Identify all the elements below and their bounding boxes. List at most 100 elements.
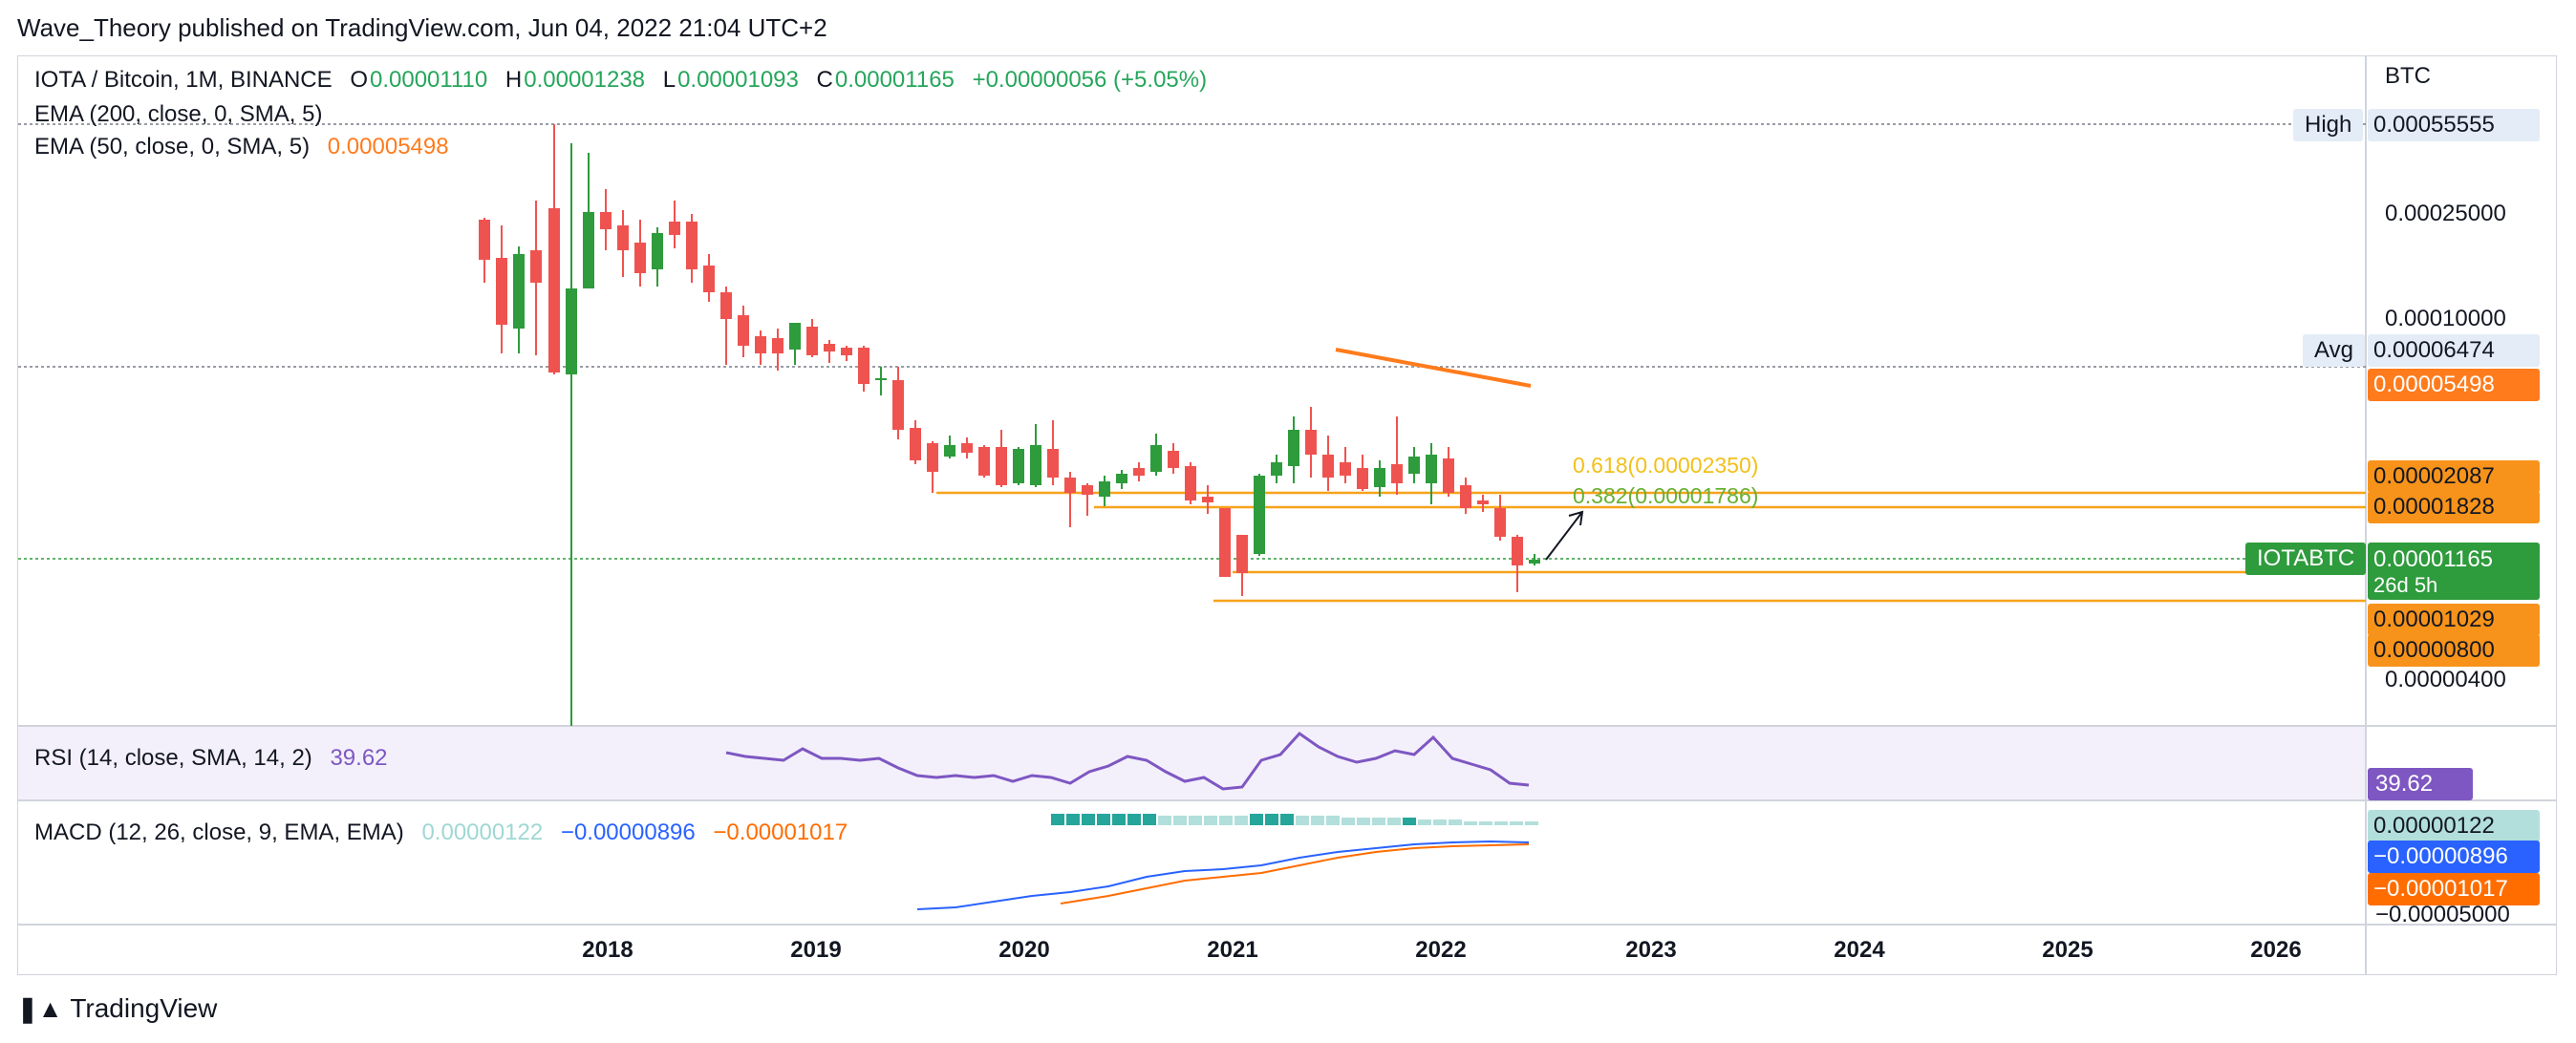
candle-body	[1426, 455, 1437, 483]
macd-tag: −0.00000896	[2368, 841, 2540, 873]
macd-histogram-bar	[1097, 814, 1110, 825]
high-value: 0.00001238	[524, 67, 646, 93]
rsi-legend[interactable]: RSI (14, close, SMA, 14, 2) 39.62	[34, 745, 390, 772]
fib-382-label[interactable]: 0.382(0.00001786)	[1573, 483, 1759, 508]
candle-body	[738, 315, 749, 346]
rsi-line	[725, 732, 1530, 791]
tradingview-logo[interactable]: ❚▲ TradingView	[17, 993, 217, 1024]
high-label: H	[504, 67, 523, 93]
level-3-tag: 0.00001029	[2368, 604, 2540, 636]
candle-body	[1271, 462, 1282, 476]
candle-body	[583, 212, 594, 288]
rsi-pane-background	[18, 726, 2365, 800]
macd-histogram-bar	[1066, 814, 1080, 825]
price-tick-2: 0.00010000	[2385, 306, 2506, 331]
close-label: C	[816, 67, 833, 93]
tradingview-logo-icon: ❚▲	[17, 994, 63, 1023]
macd-histogram-bar	[1219, 816, 1233, 825]
candle-body	[617, 225, 629, 250]
candle-body	[806, 327, 818, 355]
rsi-series	[725, 732, 1530, 791]
macd-histogram-bar	[1189, 816, 1202, 825]
macd-histogram-bar	[1234, 816, 1248, 825]
candle-body	[996, 447, 1007, 485]
fib-618-label[interactable]: 0.618(0.00002350)	[1573, 453, 1759, 478]
candle-body	[961, 443, 973, 453]
ema50-label: EMA (50, close, 0, SMA, 5)	[34, 134, 311, 160]
ema200-legend[interactable]: EMA (200, close, 0, SMA, 5)	[34, 101, 324, 128]
candle-body	[1494, 508, 1506, 537]
candle-body	[1030, 445, 1041, 485]
macd-histogram-bar	[1464, 821, 1477, 825]
ema200-label: EMA (200, close, 0, SMA, 5)	[34, 101, 323, 127]
time-tick-2024: 2024	[1834, 937, 1885, 963]
macd-hist-value: 0.00000122	[421, 820, 544, 845]
candle-body	[1391, 464, 1403, 483]
candle-body	[944, 445, 955, 457]
time-tick-2023: 2023	[1625, 937, 1677, 963]
level-1-tag: 0.00002087	[2368, 460, 2540, 493]
macd-histogram-bar	[1387, 818, 1401, 825]
macd-histogram-bar	[1280, 814, 1294, 825]
candle-body	[1443, 458, 1454, 493]
time-tick-2025: 2025	[2042, 937, 2093, 963]
macd-histogram-bar	[1326, 816, 1340, 825]
macd-histogram-bar	[1342, 818, 1355, 825]
change-value: +0.00000056 (+5.05%)	[972, 67, 1208, 93]
candle-body	[600, 212, 612, 229]
publication-header: Wave_Theory published on TradingView.com…	[17, 13, 827, 42]
macd-signal-value: −0.00001017	[713, 820, 848, 845]
candle-body	[1219, 508, 1231, 577]
candle-body	[548, 208, 560, 372]
candle-body	[479, 220, 490, 260]
candle-body	[1185, 466, 1196, 500]
macd-series	[916, 814, 1538, 910]
symbol-legend[interactable]: IOTA / Bitcoin, 1M, BINANCE O0.00001110 …	[34, 67, 1209, 94]
price-scale-currency: BTC	[2385, 63, 2431, 89]
candle-body	[566, 288, 577, 374]
macd-legend[interactable]: MACD (12, 26, close, 9, EMA, EMA) 0.0000…	[34, 820, 849, 846]
last-price-value: 0.00001165	[2373, 546, 2494, 572]
macd-signal-line	[1060, 843, 1530, 905]
macd-histogram-bar	[1479, 821, 1492, 825]
price-tick-1: 0.00025000	[2385, 201, 2506, 226]
candle-body	[841, 348, 852, 355]
candle-body	[910, 428, 921, 460]
time-tick-2020: 2020	[998, 937, 1050, 963]
candle-body	[1013, 449, 1024, 483]
candle-body	[1460, 485, 1471, 508]
ema50-price-tag: 0.00005498	[2368, 369, 2540, 401]
macd-histogram-bar	[1311, 816, 1324, 825]
chart-frame	[17, 55, 2557, 975]
candle-body	[1357, 468, 1368, 489]
macd-histogram-bar	[1357, 818, 1370, 825]
symbol-name: IOTA / Bitcoin, 1M, BINANCE	[34, 67, 333, 93]
candle-body	[927, 443, 938, 472]
time-tick-2019: 2019	[790, 937, 842, 963]
candle-body	[875, 378, 887, 380]
candle-body	[1133, 468, 1145, 476]
macd-histogram-bar	[1158, 816, 1171, 825]
candle-body	[824, 344, 835, 351]
rsi-label: RSI (14, close, SMA, 14, 2)	[34, 745, 312, 771]
candle-body	[496, 258, 507, 325]
macd-histogram-bar	[1296, 816, 1309, 825]
macd-value: −0.00000896	[560, 820, 696, 845]
level-2-tag: 0.00001828	[2368, 491, 2540, 523]
open-value: 0.00001110	[369, 67, 488, 93]
time-tick-2022: 2022	[1415, 937, 1467, 963]
ema50-legend[interactable]: EMA (50, close, 0, SMA, 5) 0.00005498	[34, 134, 451, 160]
candle-body	[1305, 430, 1317, 455]
time-tick-2018: 2018	[582, 937, 633, 963]
candle-body	[1374, 468, 1385, 487]
candle-body	[1082, 485, 1093, 495]
macd-line	[916, 840, 1530, 910]
level-4-tag: 0.00000800	[2368, 634, 2540, 667]
candle-body	[720, 292, 732, 319]
candlestick-series	[479, 124, 1540, 726]
ema50-line	[1335, 348, 1532, 388]
macd-histogram-bar	[1433, 820, 1447, 825]
macd-hist-tag: 0.00000122	[2368, 810, 2540, 842]
candle-body	[1322, 455, 1334, 478]
